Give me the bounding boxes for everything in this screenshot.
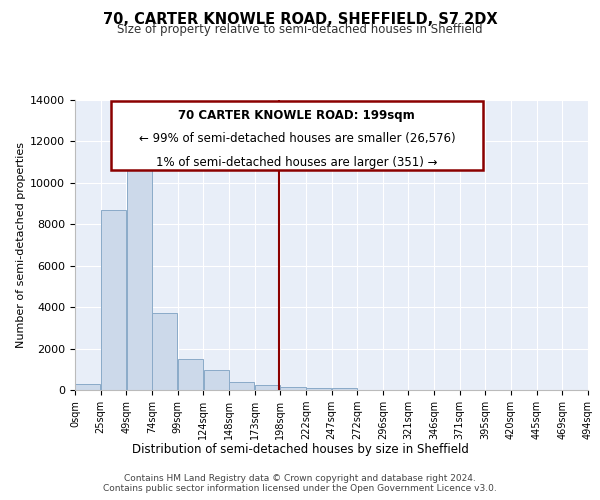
FancyBboxPatch shape (111, 102, 483, 170)
Bar (332, 388, 357, 390)
Text: ← 99% of semi-detached houses are smaller (26,576): ← 99% of semi-detached houses are smalle… (139, 132, 455, 145)
Bar (75, 384, 100, 390)
Text: Contains public sector information licensed under the Open Government Licence v3: Contains public sector information licen… (103, 484, 497, 493)
Text: Distribution of semi-detached houses by size in Sheffield: Distribution of semi-detached houses by … (131, 442, 469, 456)
Text: Contains HM Land Registry data © Crown copyright and database right 2024.: Contains HM Land Registry data © Crown c… (124, 474, 476, 483)
Bar (306, 388, 331, 390)
Bar (229, 382, 254, 390)
Bar (203, 370, 229, 390)
Bar (255, 386, 280, 390)
Bar (178, 359, 203, 390)
Y-axis label: Number of semi-detached properties: Number of semi-detached properties (16, 142, 26, 348)
Bar (127, 160, 152, 390)
Bar (101, 210, 126, 390)
Bar (152, 314, 178, 390)
Bar (280, 387, 305, 390)
Text: 1% of semi-detached houses are larger (351) →: 1% of semi-detached houses are larger (3… (156, 156, 437, 170)
Text: 70 CARTER KNOWLE ROAD: 199sqm: 70 CARTER KNOWLE ROAD: 199sqm (178, 108, 415, 122)
Text: Size of property relative to semi-detached houses in Sheffield: Size of property relative to semi-detach… (117, 24, 483, 36)
Text: 70, CARTER KNOWLE ROAD, SHEFFIELD, S7 2DX: 70, CARTER KNOWLE ROAD, SHEFFIELD, S7 2D… (103, 12, 497, 28)
